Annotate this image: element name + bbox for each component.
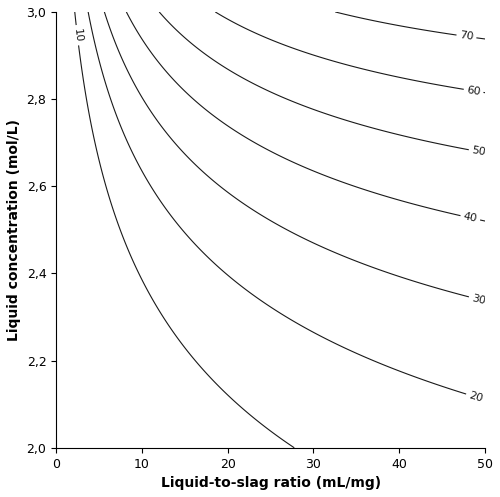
- Y-axis label: Liquid concentration (mol/L): Liquid concentration (mol/L): [7, 119, 21, 341]
- Text: 30: 30: [470, 293, 486, 306]
- Text: 60: 60: [466, 85, 481, 97]
- Text: 40: 40: [462, 212, 478, 224]
- Text: 50: 50: [471, 146, 486, 158]
- Text: 70: 70: [459, 30, 474, 42]
- Text: 10: 10: [72, 28, 83, 43]
- Text: 20: 20: [468, 390, 484, 404]
- X-axis label: Liquid-to-slag ratio (mL/mg): Liquid-to-slag ratio (mL/mg): [160, 476, 380, 490]
